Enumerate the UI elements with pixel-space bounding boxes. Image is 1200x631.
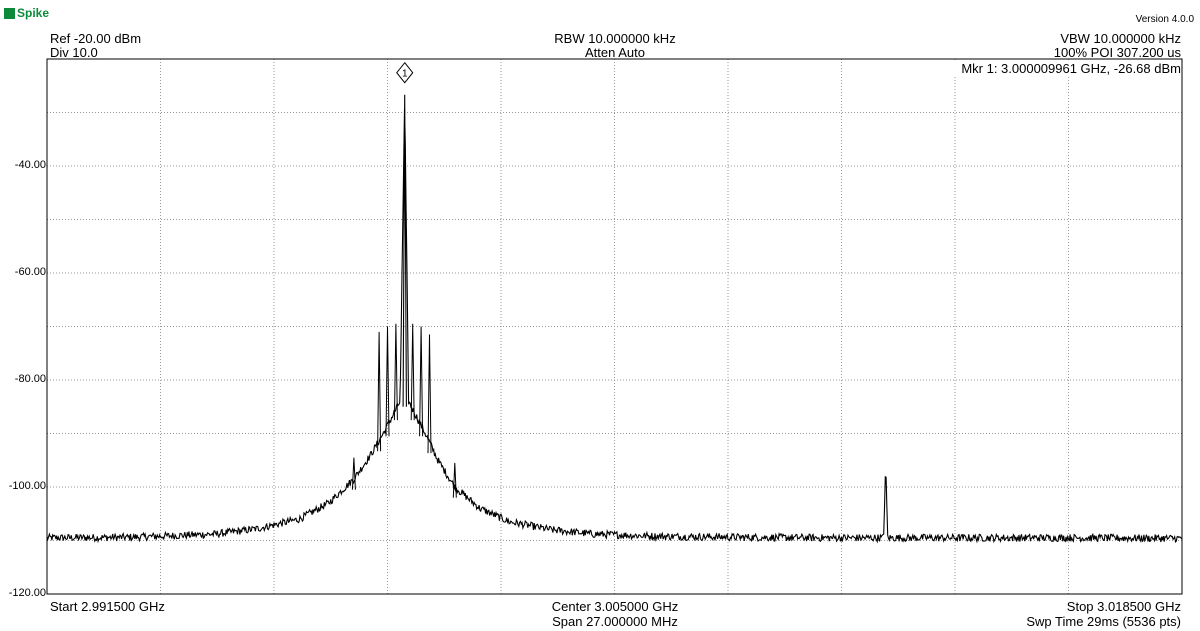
spur-line [453,463,456,498]
center-freq: Center 3.005000 GHz [515,600,715,614]
grid [47,59,1182,594]
y-tick-label: -120.00 [4,587,46,599]
stop-freq: Stop 3.018500 GHz [900,600,1181,614]
y-tick-label: -100.00 [4,480,46,492]
marker-readout: Mkr 1: 3.000009961 GHz, -26.68 dBm [900,62,1181,76]
spur-lines [352,324,456,498]
spur-line [428,335,431,454]
spur-line [352,458,355,490]
start-freq: Start 2.991500 GHz [50,600,165,614]
y-tick-label: -80.00 [4,373,46,385]
y-tick-label: -60.00 [4,266,46,278]
span-freq: Span 27.000000 MHz [515,615,715,629]
spur-line [378,332,381,451]
marker-1[interactable]: 1 [397,63,413,83]
sweep-time: Swp Time 29ms (5536 pts) [900,615,1181,629]
marker-number: 1 [402,69,408,80]
spur-line [411,324,414,420]
spur-line [420,327,423,437]
y-tick-label: -40.00 [4,159,46,171]
spur-line [394,324,397,420]
